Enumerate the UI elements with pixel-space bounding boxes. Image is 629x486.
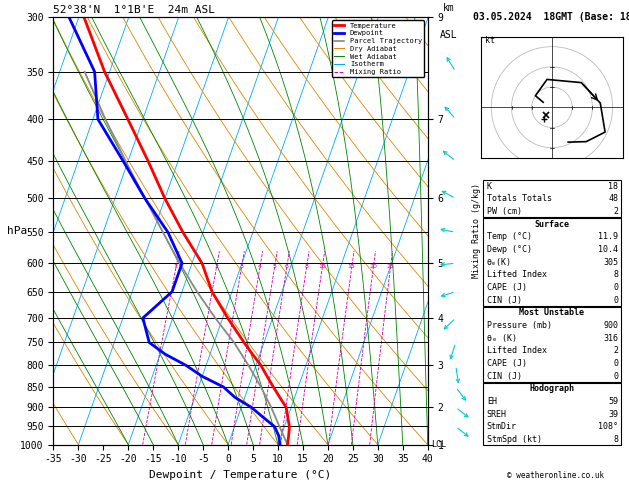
Text: 10: 10 xyxy=(318,264,326,269)
Text: 305: 305 xyxy=(603,258,618,267)
Text: 900: 900 xyxy=(603,321,618,330)
X-axis label: Dewpoint / Temperature (°C): Dewpoint / Temperature (°C) xyxy=(150,470,331,480)
Text: 8: 8 xyxy=(613,270,618,279)
Text: CAPE (J): CAPE (J) xyxy=(487,359,527,368)
Text: CAPE (J): CAPE (J) xyxy=(487,283,527,292)
Text: 11.9: 11.9 xyxy=(598,232,618,241)
Text: 10.4: 10.4 xyxy=(598,245,618,254)
Text: 4: 4 xyxy=(258,264,262,269)
Bar xyxy=(482,218,621,306)
Bar xyxy=(482,383,621,445)
Text: 15: 15 xyxy=(348,264,355,269)
Text: LCL: LCL xyxy=(431,440,447,449)
Text: 0: 0 xyxy=(613,371,618,381)
Text: θₑ (K): θₑ (K) xyxy=(487,333,517,343)
Text: 1: 1 xyxy=(174,264,177,269)
Text: 18: 18 xyxy=(608,182,618,191)
Text: StmSpd (kt): StmSpd (kt) xyxy=(487,435,542,444)
Text: EH: EH xyxy=(487,397,497,406)
Text: 5: 5 xyxy=(272,264,276,269)
Text: Totals Totals: Totals Totals xyxy=(487,194,552,203)
Text: 6: 6 xyxy=(284,264,289,269)
Text: 316: 316 xyxy=(603,333,618,343)
Text: 0: 0 xyxy=(613,295,618,305)
Text: Lifted Index: Lifted Index xyxy=(487,346,547,355)
Text: 39: 39 xyxy=(608,410,618,418)
Text: Pressure (mb): Pressure (mb) xyxy=(487,321,552,330)
Text: 52°38'N  1°1B'E  24m ASL: 52°38'N 1°1B'E 24m ASL xyxy=(53,5,216,15)
Text: ASL: ASL xyxy=(440,30,457,40)
Text: 25: 25 xyxy=(386,264,394,269)
Text: Surface: Surface xyxy=(535,220,569,228)
Text: 03.05.2024  18GMT (Base: 18): 03.05.2024 18GMT (Base: 18) xyxy=(473,12,629,22)
Text: θₑ(K): θₑ(K) xyxy=(487,258,512,267)
Text: Dewp (°C): Dewp (°C) xyxy=(487,245,532,254)
Text: km: km xyxy=(442,3,454,13)
Text: Most Unstable: Most Unstable xyxy=(520,308,584,317)
Text: kt: kt xyxy=(485,35,495,45)
Text: 3: 3 xyxy=(239,264,243,269)
Text: Hodograph: Hodograph xyxy=(530,384,574,393)
Text: SREH: SREH xyxy=(487,410,507,418)
Text: CIN (J): CIN (J) xyxy=(487,295,522,305)
Text: 108°: 108° xyxy=(598,422,618,431)
Text: hPa: hPa xyxy=(7,226,27,236)
Text: Temp (°C): Temp (°C) xyxy=(487,232,532,241)
Text: 0: 0 xyxy=(613,283,618,292)
Text: 8: 8 xyxy=(613,435,618,444)
Text: StmDir: StmDir xyxy=(487,422,517,431)
Text: 20: 20 xyxy=(369,264,377,269)
Text: 48: 48 xyxy=(608,194,618,203)
Text: 0: 0 xyxy=(613,359,618,368)
Text: 8: 8 xyxy=(304,264,308,269)
Text: © weatheronline.co.uk: © weatheronline.co.uk xyxy=(506,471,604,480)
Text: PW (cm): PW (cm) xyxy=(487,207,522,216)
Text: CIN (J): CIN (J) xyxy=(487,371,522,381)
Text: Lifted Index: Lifted Index xyxy=(487,270,547,279)
Text: 2: 2 xyxy=(214,264,218,269)
Bar xyxy=(482,180,621,217)
Legend: Temperature, Dewpoint, Parcel Trajectory, Dry Adiabat, Wet Adiabat, Isotherm, Mi: Temperature, Dewpoint, Parcel Trajectory… xyxy=(332,20,424,77)
Bar xyxy=(482,307,621,382)
Text: Mixing Ratio (g/kg): Mixing Ratio (g/kg) xyxy=(472,183,481,278)
Text: 2: 2 xyxy=(613,207,618,216)
Text: 2: 2 xyxy=(613,346,618,355)
Text: 59: 59 xyxy=(608,397,618,406)
Text: K: K xyxy=(487,182,492,191)
